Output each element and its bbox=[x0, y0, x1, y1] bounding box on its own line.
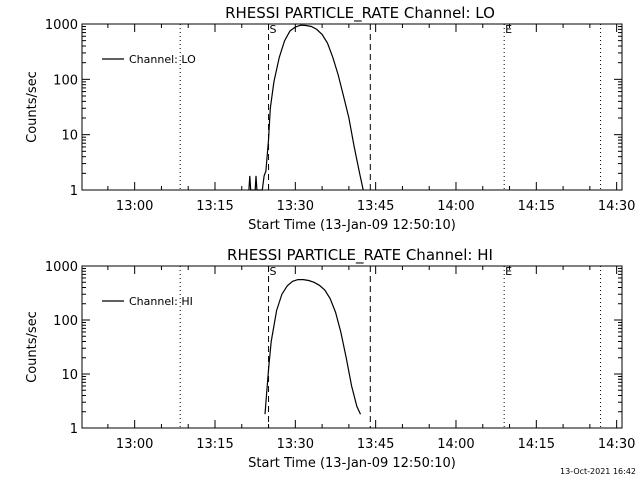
x-tick-label: 14:15 bbox=[518, 437, 555, 452]
x-tick-label: 14:00 bbox=[437, 199, 474, 214]
y-tick-label: 1 bbox=[70, 422, 78, 437]
panel-2: RHESSI PARTICLE_RATE Channel: HI Start Ti… bbox=[25, 246, 635, 471]
y-axis-label: Counts/sec bbox=[25, 71, 40, 143]
marker-label: S bbox=[270, 265, 277, 278]
y-tick-label: 10 bbox=[61, 129, 78, 144]
series-line bbox=[264, 279, 362, 415]
x-tick-label: 14:15 bbox=[518, 199, 555, 214]
y-tick-label: 1 bbox=[70, 184, 78, 199]
x-tick-label: 14:30 bbox=[598, 437, 635, 452]
x-axis-label: Start Time (13-Jan-09 12:50:10) bbox=[248, 456, 456, 471]
marker-label: S bbox=[270, 23, 277, 36]
legend-label: Channel: HI bbox=[129, 295, 193, 308]
x-tick-label: 13:45 bbox=[357, 437, 394, 452]
x-tick-label: 13:00 bbox=[116, 437, 153, 452]
plot-frame bbox=[81, 23, 623, 191]
chart-title: RHESSI PARTICLE_RATE Channel: LO bbox=[225, 4, 495, 23]
series-line bbox=[248, 24, 364, 191]
panel-1: RHESSI PARTICLE_RATE Channel: LO Start Ti… bbox=[25, 4, 635, 233]
y-tick-label: 10 bbox=[61, 368, 78, 383]
x-tick-label: 13:00 bbox=[116, 199, 153, 214]
legend-label: Channel: LO bbox=[129, 53, 196, 66]
y-tick-label: 1000 bbox=[45, 18, 78, 33]
marker-label: E bbox=[505, 265, 512, 278]
y-tick-label: 100 bbox=[53, 314, 78, 329]
x-tick-label: 14:00 bbox=[437, 437, 474, 452]
y-tick-label: 100 bbox=[53, 73, 78, 88]
x-axis-label: Start Time (13-Jan-09 12:50:10) bbox=[248, 218, 456, 233]
chart-title: RHESSI PARTICLE_RATE Channel: HI bbox=[227, 246, 493, 265]
y-tick-label: 1000 bbox=[45, 260, 78, 275]
x-tick-label: 13:45 bbox=[357, 199, 394, 214]
y-axis-label: Counts/sec bbox=[25, 311, 40, 383]
x-tick-label: 13:30 bbox=[277, 199, 314, 214]
plot-frame bbox=[81, 265, 623, 429]
x-tick-label: 13:15 bbox=[196, 437, 233, 452]
timestamp: 13-Oct-2021 16:42 bbox=[560, 467, 636, 476]
x-tick-label: 13:30 bbox=[277, 437, 314, 452]
x-tick-label: 14:30 bbox=[598, 199, 635, 214]
x-tick-label: 13:15 bbox=[196, 199, 233, 214]
marker-label: E bbox=[505, 23, 512, 36]
